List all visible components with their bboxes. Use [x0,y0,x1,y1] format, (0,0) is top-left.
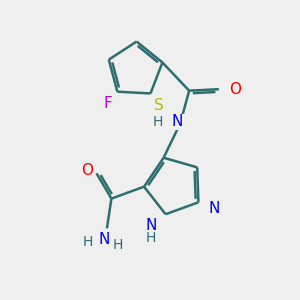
Text: O: O [82,163,94,178]
Text: H: H [113,238,123,252]
Text: H: H [153,115,163,129]
Text: H: H [146,231,156,245]
Text: O: O [229,82,241,97]
Text: F: F [103,96,112,111]
Text: N: N [208,201,219,216]
Text: H: H [82,235,93,249]
Text: N: N [98,232,110,247]
Text: S: S [154,98,164,113]
Text: N: N [146,218,157,233]
Text: N: N [172,114,183,129]
